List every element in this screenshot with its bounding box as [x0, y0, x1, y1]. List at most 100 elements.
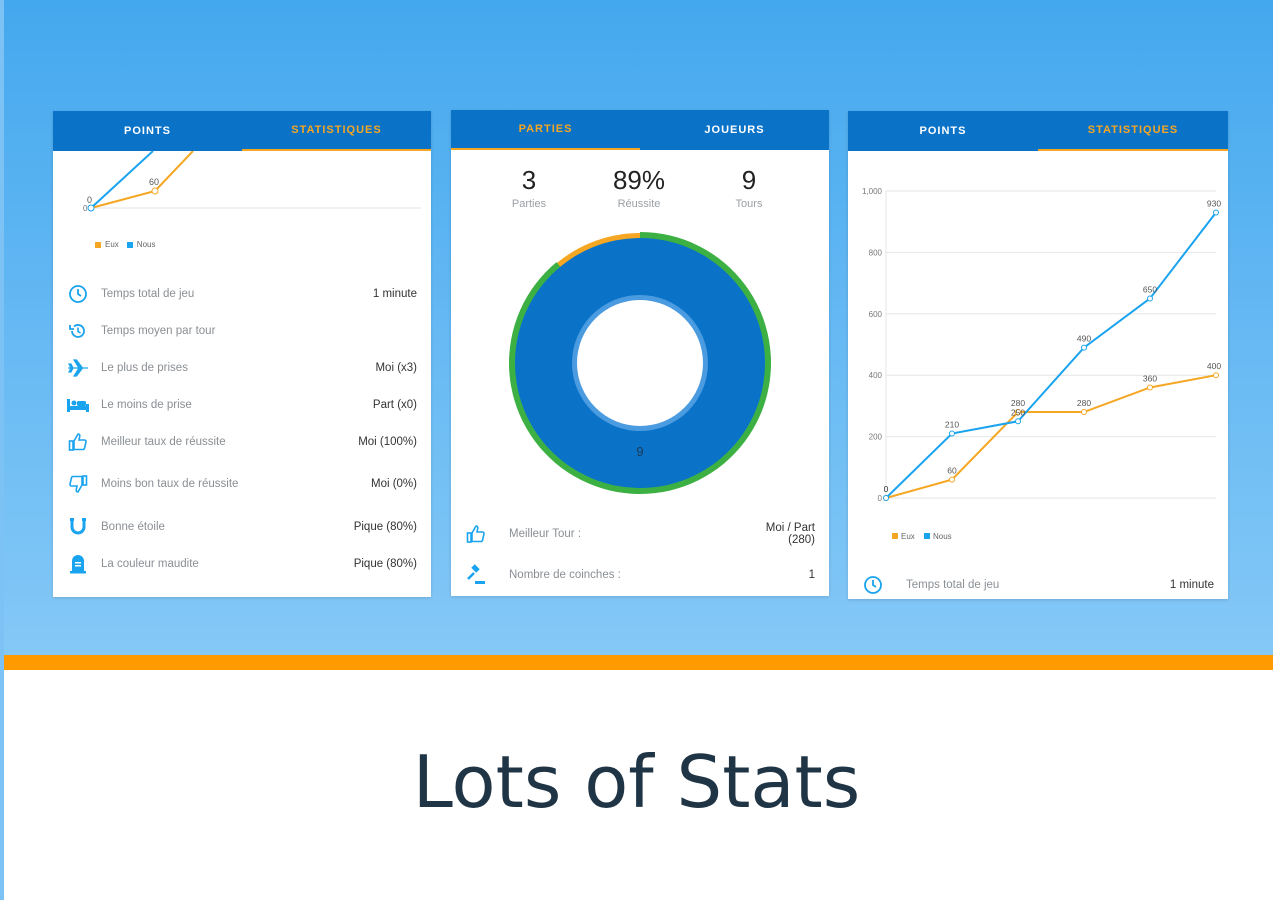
- stat-label: Temps total de jeu: [101, 287, 195, 300]
- stat-row-moins-bon-taux: Moins bon taux de réussite Moi (0%): [53, 466, 431, 502]
- stat-label: Temps total de jeu: [906, 578, 1000, 591]
- kpi-label: Parties: [511, 198, 547, 210]
- stat-value: 1 minute: [372, 288, 417, 300]
- stat-label: La couleur maudite: [101, 557, 199, 570]
- legend-swatch: [892, 533, 898, 539]
- tombstone-icon: [63, 552, 93, 576]
- stat-row-temps-moyen: Temps moyen par tour: [53, 313, 431, 349]
- data-label: 250: [1011, 407, 1025, 417]
- kpi-parties: 3 Parties: [474, 165, 584, 210]
- stat-value: Moi (x3): [375, 362, 417, 374]
- row-label: Nombre de coinches :: [509, 568, 621, 581]
- donut-hole: [577, 300, 703, 426]
- mini-line-chart: 0 0 60: [83, 151, 421, 213]
- orange-divider: [4, 655, 1273, 670]
- data-point: [883, 495, 889, 501]
- legend-swatch: [924, 533, 930, 539]
- stat-label: Meilleur taux de réussite: [101, 435, 226, 448]
- tab-points[interactable]: POINTS: [124, 125, 171, 137]
- tab-bar: POINTS STATISTIQUES: [848, 111, 1228, 151]
- stat-label: Bonne étoile: [101, 520, 165, 533]
- stat-row-temps-total: Temps total de jeu 1 minute: [53, 276, 431, 312]
- data-label: 280: [1077, 398, 1091, 408]
- card-parties-joueurs: PARTIES JOUEURS 3 Parties 89% Réussite 9…: [451, 110, 829, 596]
- data-label: 0: [884, 484, 889, 494]
- y-tick-label: 1,000: [862, 187, 883, 196]
- data-point: [1081, 344, 1087, 351]
- donut-value-label: 9: [636, 444, 643, 459]
- stat-value: Moi (100%): [358, 436, 417, 448]
- data-point: [1147, 295, 1153, 302]
- data-point: [1015, 409, 1021, 416]
- tab-bar: PARTIES JOUEURS: [451, 110, 829, 150]
- legend-label: Nous: [933, 532, 952, 541]
- kpi-label: Réussite: [617, 198, 661, 210]
- stat-value: Pique (80%): [353, 558, 417, 570]
- bed-icon: [63, 393, 93, 417]
- stat-value: Part (x0): [372, 399, 417, 411]
- mini-point-label-zero: 0: [87, 195, 92, 205]
- airplane-icon: [63, 356, 93, 380]
- kpi-tours: 9 Tours: [694, 165, 804, 210]
- mini-point-label-eux: 60: [149, 177, 159, 187]
- row-value: Moi / Part (280): [766, 522, 815, 546]
- stat-value: Moi (0%): [370, 478, 417, 490]
- row-value-line1: Moi / Part: [765, 522, 815, 534]
- kpi-value: 9: [741, 165, 757, 195]
- data-label: 930: [1207, 198, 1221, 208]
- tab-joueurs[interactable]: JOUEURS: [704, 124, 765, 136]
- legend-label: Eux: [901, 532, 915, 541]
- row-label: Meilleur Tour :: [509, 527, 582, 540]
- stat-row-couleur-maudite: La couleur maudite Pique (80%): [53, 546, 431, 582]
- tagline: Lots of Stats: [412, 740, 861, 824]
- history-icon: [63, 319, 93, 343]
- tab-statistiques[interactable]: STATISTIQUES: [242, 111, 431, 151]
- kpi-reussite: 89% Réussite: [584, 165, 694, 210]
- data-label: 360: [1143, 373, 1157, 383]
- stat-row-bonne-etoile: Bonne étoile Pique (80%): [53, 509, 431, 545]
- stat-value: Pique (80%): [353, 521, 417, 533]
- data-label: 490: [1077, 334, 1091, 344]
- kpi-value: 3: [521, 165, 537, 195]
- series-line-nous: [885, 211, 1217, 499]
- kpi-label: Tours: [735, 198, 763, 210]
- card-points-statistics: POINTS STATISTIQUES 0 0 60 Eux Nous Temp…: [53, 111, 431, 597]
- y-tick-label: 600: [869, 310, 883, 319]
- tab-points[interactable]: POINTS: [919, 125, 967, 137]
- stat-row-temps-total: Temps total de jeu 1 minute: [848, 567, 1228, 599]
- data-label: 210: [945, 420, 959, 430]
- data-point: [1147, 384, 1153, 391]
- clock-icon: [63, 282, 93, 306]
- data-point: [949, 476, 955, 483]
- y-tick-label: 200: [869, 433, 883, 442]
- tab-statistiques[interactable]: STATISTIQUES: [1038, 111, 1228, 151]
- gavel-icon: [461, 563, 491, 587]
- stat-label: Le moins de prise: [101, 398, 192, 411]
- legend-nous: Nous: [136, 240, 156, 249]
- row-meilleur-tour: Meilleur Tour : Moi / Part (280): [451, 514, 829, 554]
- stat-label: Moins bon taux de réussite: [101, 477, 239, 490]
- data-point: [1213, 209, 1219, 216]
- stat-label: Le plus de prises: [101, 361, 188, 374]
- mini-legend: Eux Nous: [95, 240, 155, 249]
- y-tick-label: 800: [869, 248, 883, 257]
- row-value: 1: [808, 569, 815, 581]
- data-label: 60: [947, 466, 957, 476]
- tab-bar: POINTS STATISTIQUES: [53, 111, 431, 151]
- stat-label: Temps moyen par tour: [101, 324, 216, 337]
- horseshoe-icon: [63, 515, 93, 539]
- legend-eux: Eux: [105, 240, 119, 249]
- card-points-chart: POINTS STATISTIQUES 0 200 400 600 800 1,000 0 6…: [848, 111, 1228, 599]
- y-tick-label: 0: [878, 494, 883, 503]
- mini-series-nous: [90, 151, 154, 209]
- data-label: 650: [1143, 284, 1157, 294]
- stat-row-moins-de-prise: Le moins de prise Part (x0): [53, 387, 431, 423]
- data-point: [1081, 409, 1087, 416]
- tab-parties[interactable]: PARTIES: [451, 110, 640, 150]
- axis-tick-zero: 0: [83, 204, 88, 213]
- stat-row-plus-de-prises: Le plus de prises Moi (x3): [53, 350, 431, 386]
- stat-value: 1 minute: [1169, 579, 1214, 591]
- kpi-value: 89%: [612, 165, 666, 195]
- thumb-up-icon: [63, 430, 93, 454]
